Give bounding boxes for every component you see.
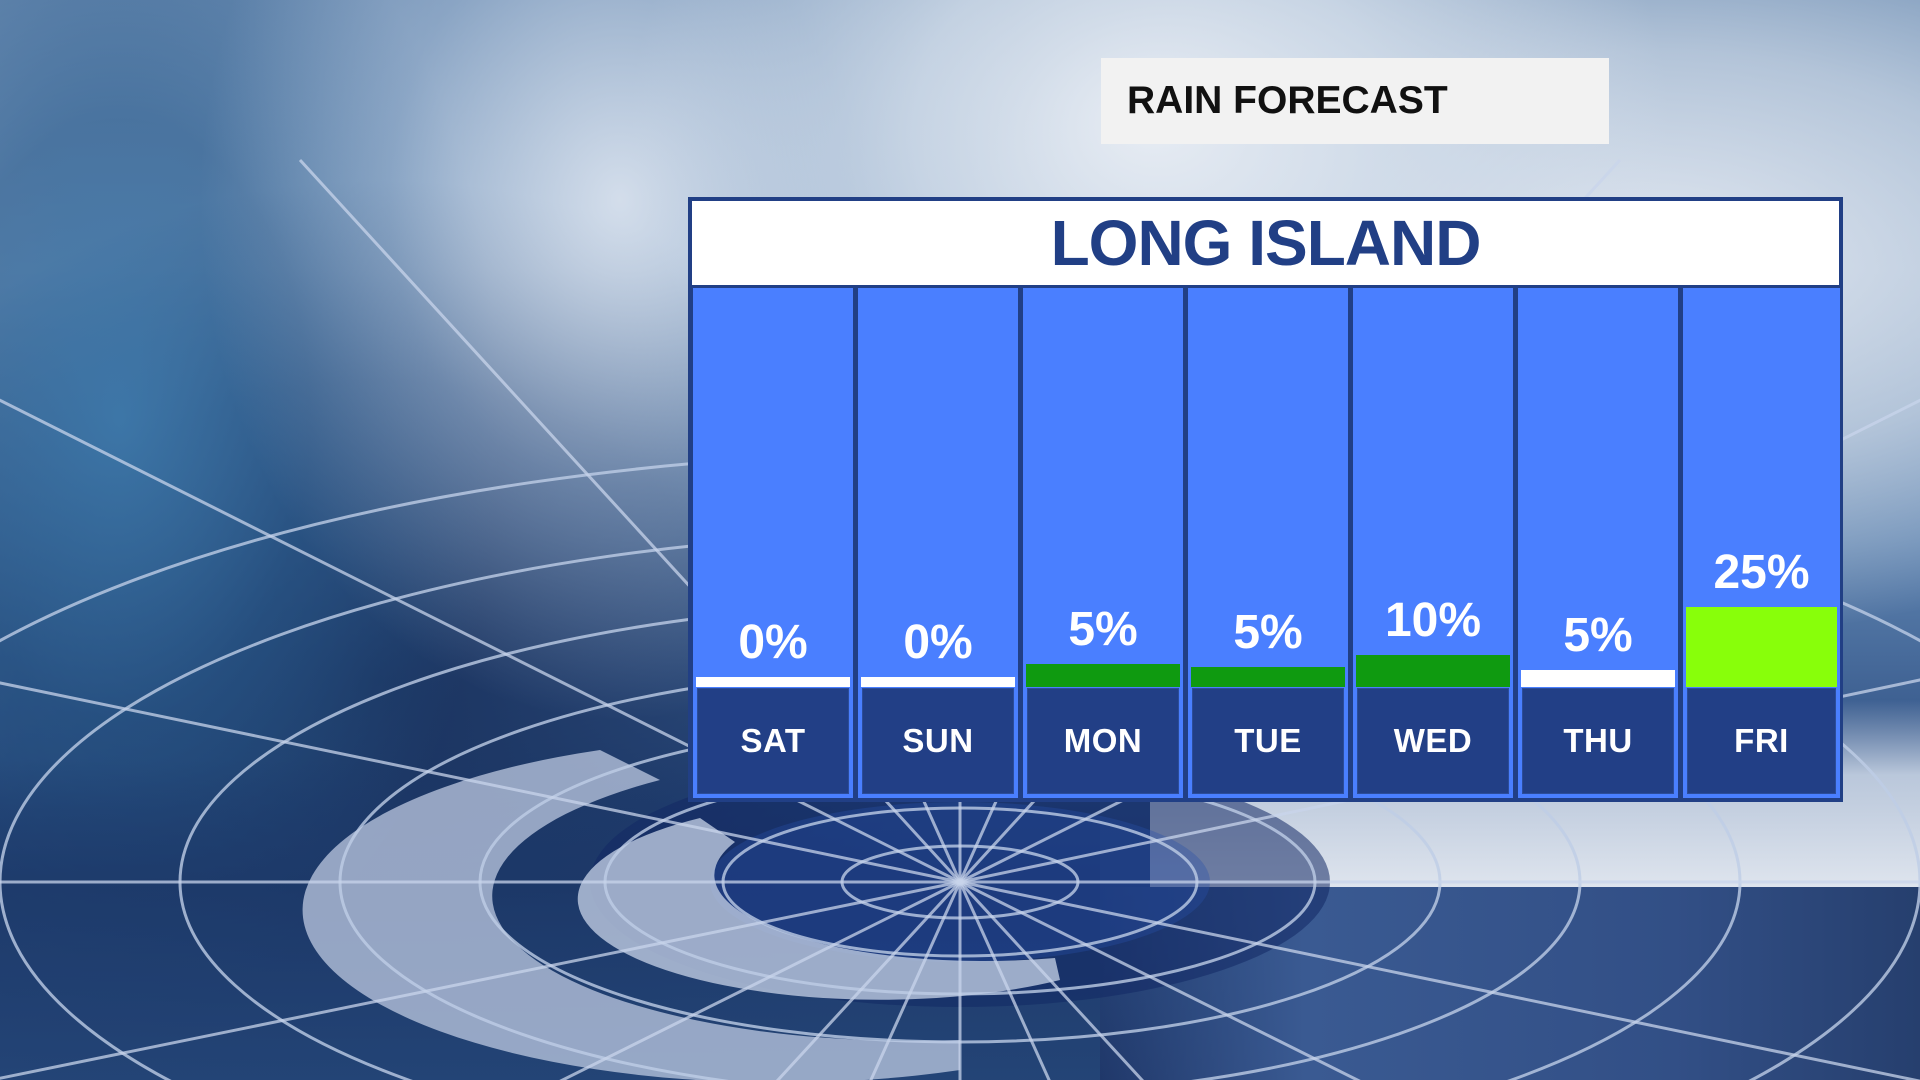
- day-label-box: MON: [1027, 688, 1179, 794]
- day-label-box: SUN: [862, 688, 1014, 794]
- rain-percent-label: 5%: [1068, 603, 1138, 656]
- rain-percent-label: 5%: [1233, 606, 1303, 659]
- day-label-box: FRI: [1687, 688, 1836, 794]
- rain-bar: 10%: [1356, 597, 1510, 687]
- rain-percent-label: 0%: [903, 616, 973, 669]
- day-label: MON: [1063, 722, 1143, 759]
- rain-bar: 0%: [861, 619, 1015, 687]
- day-label-box: SAT: [697, 688, 849, 794]
- rain-percent-label: 10%: [1384, 594, 1482, 647]
- page-title: RAIN FORECAST: [1127, 79, 1448, 122]
- rain-percent-label: 0%: [738, 616, 808, 669]
- day-column-sat: 0% SAT: [693, 288, 853, 798]
- day-label-box: WED: [1357, 688, 1509, 794]
- day-column-sun: 0% SUN: [858, 288, 1018, 798]
- day-label: SUN: [902, 722, 974, 759]
- title-banner: RAIN FORECAST: [1101, 58, 1609, 144]
- rain-bar: 0%: [696, 619, 850, 687]
- day-label: THU: [1563, 722, 1633, 759]
- rain-percent-label: 5%: [1563, 609, 1633, 662]
- day-label: WED: [1393, 722, 1473, 759]
- region-title: LONG ISLAND: [1050, 207, 1482, 279]
- day-column-fri: 25% FRI: [1683, 288, 1840, 798]
- rain-bar: 5%: [1191, 609, 1345, 687]
- rain-forecast-chart: LONG ISLAND 0% SAT 0% SUN 5% MON 5% TUE …: [688, 197, 1843, 802]
- day-column-tue: 5% TUE: [1188, 288, 1348, 798]
- day-column-wed: 10% WED: [1353, 288, 1513, 798]
- day-columns: 0% SAT 0% SUN 5% MON 5% TUE 10% WED 5% T…: [693, 288, 1840, 798]
- day-label-box: THU: [1522, 688, 1674, 794]
- day-label: TUE: [1234, 722, 1302, 759]
- day-column-mon: 5% MON: [1023, 288, 1183, 798]
- chart-header: LONG ISLAND: [692, 201, 1839, 285]
- rain-bar: 25%: [1686, 549, 1837, 687]
- day-column-thu: 5% THU: [1518, 288, 1678, 798]
- rain-bar: 5%: [1521, 612, 1675, 687]
- rain-percent-label: 25%: [1713, 546, 1810, 599]
- day-label-box: TUE: [1192, 688, 1344, 794]
- day-label: SAT: [740, 722, 806, 759]
- rain-bar: 5%: [1026, 606, 1180, 687]
- day-label: FRI: [1734, 722, 1789, 759]
